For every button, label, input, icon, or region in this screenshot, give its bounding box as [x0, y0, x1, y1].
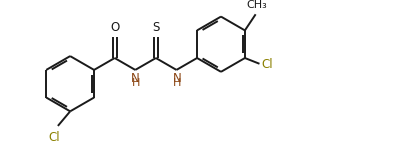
Text: O: O: [110, 21, 119, 34]
Text: S: S: [152, 21, 160, 34]
Text: CH₃: CH₃: [246, 0, 267, 10]
Text: Cl: Cl: [48, 131, 60, 144]
Text: H: H: [173, 78, 181, 88]
Text: H: H: [132, 78, 140, 88]
Text: N: N: [173, 72, 181, 85]
Text: N: N: [131, 72, 140, 85]
Text: Cl: Cl: [261, 58, 273, 71]
